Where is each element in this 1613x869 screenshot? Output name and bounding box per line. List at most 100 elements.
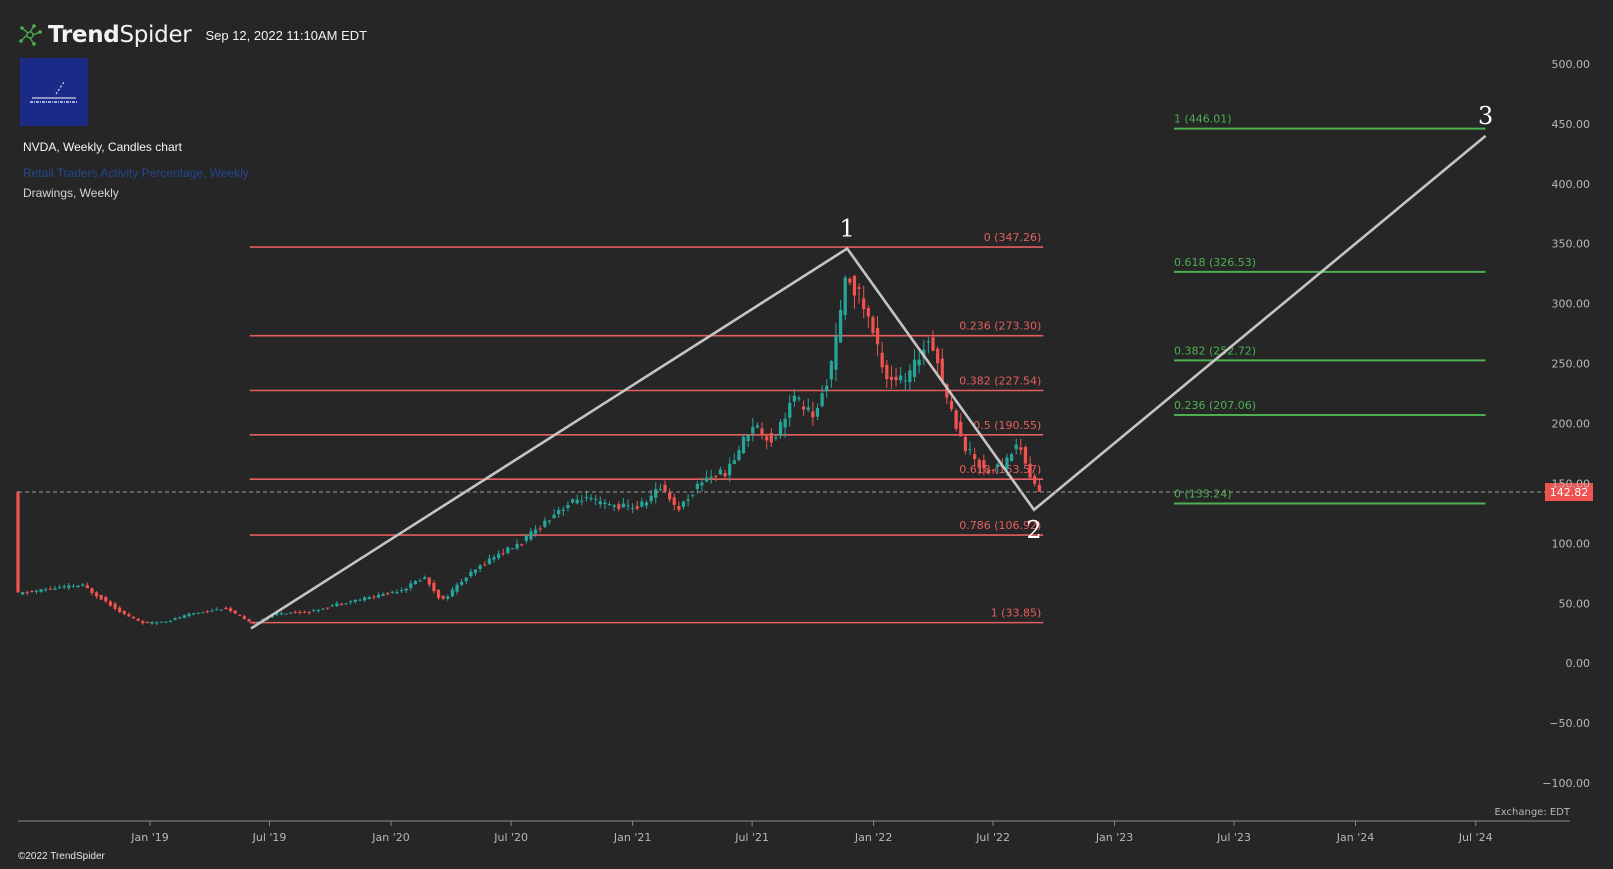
legend-drawings[interactable]: Drawings, Weekly <box>23 186 119 200</box>
candle-body <box>386 592 390 594</box>
candle-body <box>926 341 931 343</box>
candle-body <box>85 585 89 589</box>
candle-body <box>76 585 80 588</box>
candle-body <box>48 588 52 590</box>
candle-body <box>205 611 210 613</box>
fib-retracement-label: 0.382 (227.54) <box>959 374 1041 387</box>
last-price-line: 142.82 <box>18 483 1593 502</box>
x-tick-label: Jul '23 <box>1216 831 1251 844</box>
candle-body <box>880 352 884 368</box>
candle-body <box>991 469 995 471</box>
candle-body <box>940 358 944 382</box>
candle-body <box>252 622 256 624</box>
candle-body <box>39 589 43 592</box>
candle-body <box>695 483 699 489</box>
candle-body <box>150 621 154 624</box>
legend-symbol[interactable]: NVDA, Weekly, Candles chart <box>23 140 182 154</box>
candle-body <box>62 586 66 588</box>
wave-drawing[interactable]: 1 2 3 <box>250 102 1493 630</box>
fib-extension-label: 0.618 (326.53) <box>1174 256 1256 269</box>
candle-body <box>427 577 431 585</box>
candle-body <box>145 622 150 624</box>
x-tick-label: Jan '23 <box>1095 831 1133 844</box>
candle-body <box>1028 463 1032 478</box>
candle-body <box>399 590 404 592</box>
candle-body <box>783 418 787 428</box>
candle-body <box>811 411 815 418</box>
y-tick-label: 100.00 <box>1552 537 1591 550</box>
x-tick-label: Jan '19 <box>130 831 168 844</box>
brand-name: TrendSpider <box>48 22 192 48</box>
candle-body <box>963 436 967 452</box>
copyright-text: ©2022 TrendSpider <box>18 851 105 862</box>
candle-body <box>478 565 482 569</box>
candle-body <box>691 494 695 496</box>
candle-body <box>90 588 94 594</box>
candle-body <box>131 616 136 619</box>
candle-body <box>423 577 427 579</box>
candle-body <box>797 397 801 400</box>
candle-body <box>113 603 117 609</box>
y-tick-label: 150.00 <box>1552 477 1591 490</box>
candle-body <box>709 476 713 479</box>
candle-body <box>339 603 344 605</box>
candle-body <box>741 436 746 454</box>
wave-label: 3 <box>1478 102 1493 130</box>
candle-body <box>917 359 921 366</box>
fib-retracement-label: 0.786 (106.92) <box>959 519 1041 532</box>
x-axis[interactable]: Jan '19 Jul '19 Jan '20 Jul '20 Jan '21 Jul '… <box>18 807 1571 844</box>
candle-body <box>524 535 528 541</box>
legend-indicator[interactable]: Retail Traders Activity Percentage, Week… <box>23 166 249 180</box>
candle-body <box>529 531 533 540</box>
candle-body <box>885 364 889 380</box>
candle-body <box>575 499 579 504</box>
candle-body <box>681 501 686 507</box>
fib-retracement-label: 0 (347.26) <box>984 231 1042 244</box>
candle-body <box>857 287 861 289</box>
candle-body <box>538 528 542 530</box>
candle-body <box>607 504 612 506</box>
last-price-badge <box>1545 483 1593 502</box>
candle-body <box>908 370 912 383</box>
y-tick-label: 500.00 <box>1552 58 1591 71</box>
candle-body <box>302 611 307 613</box>
y-tick-label: 0.00 <box>1566 657 1591 670</box>
x-tick-label: Jul '21 <box>734 831 769 844</box>
x-tick-label: Jul '22 <box>975 831 1010 844</box>
x-tick-label: Jan '22 <box>854 831 892 844</box>
fib-retracement-levels[interactable]: 0 (347.26) 0.236 (273.30) 0.382 (227.54) 0.… <box>249 231 1044 624</box>
candle-body <box>945 384 949 398</box>
brand-logo[interactable]: TrendSpider <box>18 22 192 48</box>
candle-body <box>959 421 963 437</box>
candle-body <box>127 614 131 617</box>
candle-body <box>829 361 833 380</box>
candle-body <box>755 425 760 428</box>
candle-body <box>492 557 496 560</box>
fib-extension-levels[interactable]: 1 (446.01) 0.618 (326.53) 0.382 (252.72) 0.… <box>1173 113 1486 505</box>
y-tick-label: 350.00 <box>1552 238 1591 251</box>
candle-body <box>413 581 418 585</box>
candle-body <box>838 309 843 343</box>
candle-body <box>298 611 302 613</box>
chart-timestamp: Sep 12, 2022 11:10AM EDT <box>205 27 368 43</box>
candle-body <box>834 335 838 370</box>
y-axis[interactable]: 500.00 450.00 400.00 350.00 300.00 250.00 200.… <box>1542 58 1590 790</box>
candle-body <box>1005 457 1009 470</box>
candle-body <box>372 596 376 598</box>
x-tick-label: Jul '20 <box>493 831 528 844</box>
candle-body <box>802 406 806 410</box>
spider-icon <box>19 24 42 46</box>
candle-body <box>760 428 764 435</box>
y-tick-label: 450.00 <box>1552 118 1591 131</box>
candle-body <box>353 599 357 602</box>
candle-body <box>293 611 297 613</box>
candle-body <box>852 275 857 296</box>
candle-body <box>1019 447 1023 450</box>
x-tick-label: Jul '24 <box>1458 831 1493 844</box>
candle-body <box>16 491 20 593</box>
candle-body <box>164 621 168 623</box>
candle-body <box>1014 444 1018 450</box>
wave-polyline[interactable] <box>250 134 1487 630</box>
candle-body <box>53 588 57 590</box>
